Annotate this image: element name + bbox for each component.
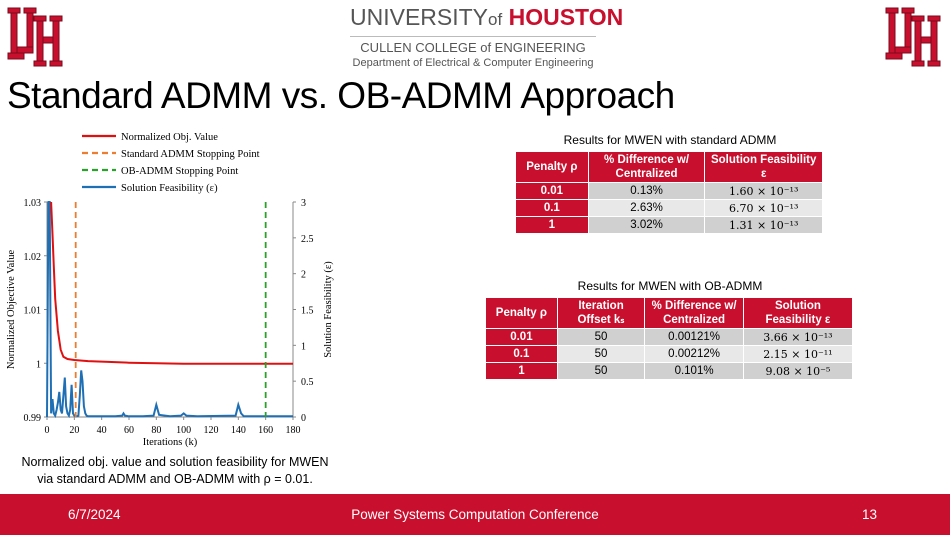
table2-cell-offset: 50 <box>556 345 646 363</box>
table-row: 0.1 50 0.00212% 2.15 × 10⁻¹¹ <box>485 345 854 363</box>
y2-tick-label: 2 <box>301 270 306 281</box>
legend-label: Normalized Obj. Value <box>121 132 218 143</box>
table2-cell-difference: 0.00212% <box>644 345 744 363</box>
x-tick-label: 60 <box>124 425 134 436</box>
table1-cell-feasibility: 6.70 × 10⁻¹³ <box>704 199 823 217</box>
x-tick-label: 40 <box>97 425 107 436</box>
footer-page-number: 13 <box>862 507 878 522</box>
table2-cell-feasibility: 3.66 × 10⁻¹³ <box>742 328 854 346</box>
footer-bar: Power Systems Computation Conference 6/7… <box>0 494 950 535</box>
table-row: 1 50 0.101% 9.08 × 10⁻⁵ <box>485 362 854 380</box>
department-name: Department of Electrical & Computer Engi… <box>352 57 594 69</box>
table1-header-penalty: Penalty ρ <box>515 151 589 183</box>
university-wordmark: UNIVERSITYof HOUSTON CULLEN COLLEGE of E… <box>350 4 623 70</box>
legend-label: Solution Feasibility (ε) <box>121 183 218 194</box>
table1-cell-difference: 0.13% <box>587 182 706 200</box>
table2-cell-difference: 0.00121% <box>644 328 744 346</box>
footer-date: 6/7/2024 <box>68 507 121 522</box>
table1-cell-feasibility: 1.60 × 10⁻¹³ <box>704 182 823 200</box>
series-objective-line <box>50 201 293 365</box>
table-row: 1 3.02% 1.31 × 10⁻¹³ <box>515 216 823 234</box>
table1-cell-difference: 3.02% <box>587 216 706 234</box>
legend-label: OB-ADMM Stopping Point <box>121 166 238 177</box>
table1-title: Results for MWEN with standard ADMM <box>563 133 777 147</box>
table2-cell-feasibility: 2.15 × 10⁻¹¹ <box>742 345 854 363</box>
convergence-chart: Normalized Obj. Value Standard ADMM Stopp… <box>6 132 334 448</box>
chart-caption: Normalized obj. value and solution feasi… <box>0 454 350 488</box>
x-tick-label: 100 <box>176 425 191 436</box>
uh-logo-left <box>7 7 63 67</box>
table-row: 0.01 0.13% 1.60 × 10⁻¹³ <box>515 182 823 200</box>
y-tick-label: 1.01 <box>24 306 42 317</box>
x-tick-label: 0 <box>45 425 50 436</box>
table2-header-offset: Iteration Offset kₛ <box>556 297 646 329</box>
table2-cell-difference: 0.101% <box>644 362 744 380</box>
uh-logo-right <box>885 7 941 67</box>
table2-cell-penalty: 0.1 <box>485 345 558 363</box>
table1-header-difference: % Difference w/ Centralized <box>587 151 706 183</box>
x-tick-label: 140 <box>231 425 246 436</box>
y-tick-label: 1 <box>36 359 41 370</box>
y2-tick-label: 3 <box>301 198 306 209</box>
x-tick-label: 180 <box>286 425 301 436</box>
university-houston: HOUSTON <box>508 4 624 30</box>
x-tick-label: 160 <box>258 425 273 436</box>
y-tick-label: 1.03 <box>24 198 42 209</box>
table2-cell-penalty: 1 <box>485 362 558 380</box>
slide-title: Standard ADMM vs. OB-ADMM Approach <box>7 75 675 116</box>
table1-cell-difference: 2.63% <box>587 199 706 217</box>
table2-header-penalty: Penalty ρ <box>485 297 558 329</box>
obadmm-results-table: Penalty ρ Iteration Offset kₛ % Differen… <box>485 297 854 380</box>
y2-tick-label: 0.5 <box>301 377 314 388</box>
table2-cell-offset: 50 <box>556 362 646 380</box>
footer-conference: Power Systems Computation Conference <box>351 507 599 522</box>
table2-cell-penalty: 0.01 <box>485 328 558 346</box>
table2-title: Results for MWEN with OB-ADMM <box>577 279 763 293</box>
chart-caption-line2: via standard ADMM and OB-ADMM with ρ = 0… <box>37 472 313 486</box>
table1-cell-feasibility: 1.31 × 10⁻¹³ <box>704 216 823 234</box>
table1-cell-penalty: 0.01 <box>515 182 589 200</box>
y-tick-label: 1.02 <box>24 252 42 263</box>
y-tick-label: 0.99 <box>24 413 42 424</box>
university-of: of <box>488 10 503 29</box>
table2-header-feasibility: Solution Feasibility ε <box>742 297 854 329</box>
x-tick-label: 80 <box>151 425 161 436</box>
admm-results-table: Penalty ρ % Difference w/ Centralized So… <box>515 151 823 234</box>
university-name: UNIVERSITY <box>350 4 489 30</box>
y2-tick-label: 0 <box>301 413 306 424</box>
table-row: 0.1 2.63% 6.70 × 10⁻¹³ <box>515 199 823 217</box>
y2-tick-label: 1 <box>301 341 306 352</box>
x-tick-label: 120 <box>204 425 219 436</box>
table2-cell-feasibility: 9.08 × 10⁻⁵ <box>742 362 854 380</box>
table-row: 0.01 50 0.00121% 3.66 × 10⁻¹³ <box>485 328 854 346</box>
table2-header-difference: % Difference w/ Centralized <box>644 297 744 329</box>
y2-tick-label: 1.5 <box>301 306 314 317</box>
y2-axis-label: Solution Feasibility (ε) <box>323 261 334 358</box>
y2-tick-label: 2.5 <box>301 234 314 245</box>
table1-header-feasibility: Solution Feasibility ε <box>704 151 823 183</box>
table2-cell-offset: 50 <box>556 328 646 346</box>
x-axis-label: Iterations (k) <box>143 437 198 448</box>
legend-label: Standard ADMM Stopping Point <box>121 149 260 160</box>
table1-cell-penalty: 1 <box>515 216 589 234</box>
college-name: CULLEN COLLEGE of ENGINEERING <box>360 40 586 55</box>
y-axis-label: Normalized Objective Value <box>6 249 17 369</box>
chart-caption-line1: Normalized obj. value and solution feasi… <box>21 455 329 469</box>
series-feasibility-line <box>46 201 293 419</box>
table1-cell-penalty: 0.1 <box>515 199 589 217</box>
x-tick-label: 20 <box>69 425 79 436</box>
wordmark-divider <box>350 36 596 37</box>
